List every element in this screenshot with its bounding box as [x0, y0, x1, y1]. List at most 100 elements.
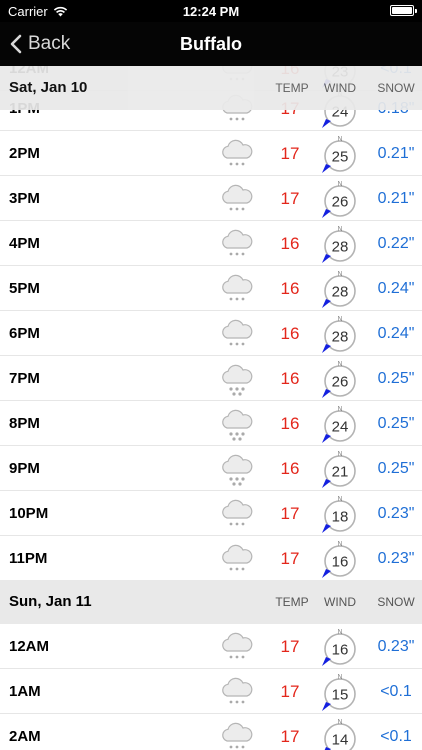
forecast-row[interactable]: 8PM 16 N 24 0.25" — [0, 401, 422, 446]
wind-speed-value: 14 — [332, 732, 349, 749]
wind-speed-value: 26 — [332, 374, 349, 391]
forecast-row[interactable]: 7PM 16 N 26 0.25" — [0, 356, 422, 401]
row-snowfall: <0.1 — [380, 728, 412, 745]
row-snowfall: 0.23" — [377, 550, 415, 567]
wifi-icon — [53, 6, 67, 17]
wind-north-label: N — [337, 496, 342, 503]
wind-north-label: N — [337, 674, 342, 681]
wind-speed-value: 25 — [332, 149, 349, 166]
forecast-row[interactable]: 6PM 16 N 28 0.24" — [0, 311, 422, 356]
section-date: Sun, Jan 11 — [9, 593, 92, 610]
row-temperature: 17 — [280, 144, 300, 163]
status-time: 12:24 PM — [182, 4, 240, 19]
status-bar: Carrier 12:24 PM — [0, 0, 422, 22]
temp-column-header: TEMP — [275, 81, 309, 95]
snow-cloud-icon — [222, 184, 253, 211]
chevron-left-icon — [10, 34, 22, 54]
row-time: 6PM — [9, 325, 40, 342]
carrier-indicator: Carrier — [8, 4, 68, 19]
row-time: 7PM — [9, 370, 40, 387]
row-temperature: 16 — [280, 414, 300, 433]
heavy-snow-cloud-icon — [222, 409, 253, 441]
snow-cloud-icon — [222, 139, 253, 166]
forecast-row[interactable]: 9PM 16 N 21 0.25" — [0, 446, 422, 491]
wind-north-label: N — [337, 136, 342, 143]
section-header: Sat, Jan 10 TEMP WIND SNOW — [0, 66, 422, 110]
wind-direction-icon: N 26 — [322, 361, 356, 398]
wind-direction-icon: N 28 — [322, 226, 356, 263]
wind-direction-icon: N 28 — [322, 316, 356, 353]
forecast-row[interactable]: 1AM 17 N 15 <0.1 — [0, 669, 422, 714]
forecast-row[interactable]: 2AM 17 N 14 <0.1 — [0, 714, 422, 750]
row-time: 11PM — [9, 550, 48, 567]
battery-icon — [390, 5, 417, 16]
row-time: 8PM — [9, 415, 40, 432]
snow-cloud-icon — [222, 677, 253, 704]
forecast-row[interactable]: 2PM 17 N 25 0.21" — [0, 131, 422, 176]
row-time: 9PM — [9, 460, 40, 477]
wind-direction-icon: N 21 — [322, 451, 356, 488]
wind-speed-value: 16 — [332, 554, 349, 571]
wind-direction-icon: N 14 — [324, 719, 356, 750]
row-temperature: 17 — [280, 727, 300, 746]
row-time: 12AM — [9, 638, 50, 655]
snow-cloud-icon — [222, 274, 253, 301]
snow-cloud-icon — [222, 722, 253, 749]
snow-column-header: SNOW — [377, 81, 415, 95]
row-snowfall: 0.22" — [377, 235, 415, 252]
wind-direction-icon: N 25 — [322, 136, 356, 173]
wind-speed-value: 28 — [332, 329, 349, 346]
snow-cloud-icon — [222, 229, 253, 256]
wind-speed-value: 24 — [332, 419, 349, 436]
row-time: 1AM — [9, 683, 41, 700]
wind-direction-icon: N 18 — [322, 496, 356, 533]
snow-cloud-icon — [222, 499, 253, 526]
forecast-row[interactable]: 5PM 16 N 28 0.24" — [0, 266, 422, 311]
row-temperature: 16 — [280, 234, 300, 253]
row-temperature: 16 — [280, 459, 300, 478]
wind-speed-value: 28 — [332, 284, 349, 301]
row-snowfall: <0.1 — [380, 683, 412, 700]
row-snowfall: 0.25" — [377, 370, 415, 387]
forecast-row[interactable]: 12AM 17 N 16 0.23" — [0, 624, 422, 669]
row-snowfall: 0.25" — [377, 415, 415, 432]
wind-north-label: N — [337, 316, 342, 323]
wind-speed-value: 26 — [332, 194, 349, 211]
row-snowfall: 0.23" — [377, 505, 415, 522]
wind-north-label: N — [337, 541, 342, 548]
forecast-list[interactable]: 12AM16N23<0.1 1PM17N240.18" 2PM17N250.21… — [0, 66, 422, 750]
row-snowfall: 0.23" — [377, 638, 415, 655]
wind-north-label: N — [337, 451, 342, 458]
back-button[interactable]: Back — [10, 22, 70, 66]
heavy-snow-cloud-icon — [222, 364, 253, 396]
forecast-row[interactable]: 3PM 17 N 26 0.21" — [0, 176, 422, 221]
wind-north-label: N — [337, 271, 342, 278]
row-temperature: 17 — [280, 549, 300, 568]
back-label: Back — [28, 33, 71, 54]
row-temperature: 17 — [280, 682, 300, 701]
row-snowfall: 0.24" — [377, 325, 415, 342]
forecast-row[interactable]: 10PM 17 N 18 0.23" — [0, 491, 422, 536]
wind-north-label: N — [337, 361, 342, 368]
row-time: 2PM — [9, 145, 40, 162]
wind-north-label: N — [337, 226, 342, 233]
wind-north-label: N — [337, 406, 342, 413]
wind-north-label: N — [337, 719, 342, 726]
forecast-row[interactable]: 4PM 16 N 28 0.22" — [0, 221, 422, 266]
wind-speed-value: 28 — [332, 239, 349, 256]
row-snowfall: 0.21" — [377, 145, 415, 162]
wind-direction-icon: N 28 — [322, 271, 356, 308]
wind-direction-icon: N 24 — [322, 406, 356, 443]
wind-speed-value: 16 — [332, 642, 349, 659]
wind-north-label: N — [337, 629, 342, 636]
row-time: 10PM — [9, 505, 49, 522]
wind-speed-value: 21 — [332, 464, 349, 481]
row-temperature: 17 — [280, 504, 300, 523]
snow-cloud-icon — [222, 319, 253, 346]
wind-north-label: N — [337, 181, 342, 188]
wind-direction-icon: N 26 — [322, 181, 356, 218]
heavy-snow-cloud-icon — [222, 454, 253, 486]
forecast-row[interactable]: 11PM 17 N 16 0.23" — [0, 536, 422, 581]
row-time: 2AM — [9, 728, 41, 745]
row-time: 3PM — [9, 190, 40, 207]
